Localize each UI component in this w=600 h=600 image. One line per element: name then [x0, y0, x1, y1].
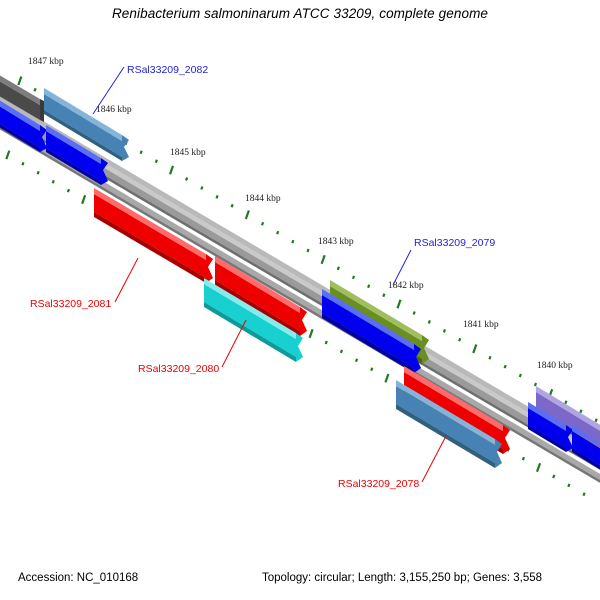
- gene-label-leader-line: [392, 249, 412, 286]
- gene-label-leader-line: [114, 257, 139, 303]
- genome-stats-text: Topology: circular; Length: 3,155,250 bp…: [262, 572, 543, 584]
- gene-label-2080[interactable]: RSal33209_2080: [138, 363, 219, 375]
- gene-feature-2080[interactable]: [204, 278, 303, 362]
- gene-feature-2076[interactable]: [528, 402, 573, 452]
- gene-label-2078[interactable]: RSal33209_2078: [338, 478, 419, 490]
- kbp-tick-label: 1841 kbp: [463, 320, 499, 330]
- gene-label-leader-line: [421, 435, 447, 483]
- kbp-tick-labels: 1847 kbp 1846 kbp 1845 kbp 1844 kbp 1843 kbp…: [28, 57, 573, 371]
- kbp-tick-label: 1843 kbp: [318, 237, 354, 247]
- gene-feature-2082[interactable]: [44, 88, 129, 161]
- axis-band-highlight: [0, 101, 600, 460]
- gene-label-leader-line: [92, 66, 125, 115]
- gene-label-2079[interactable]: RSal33209_2079: [414, 237, 495, 249]
- axis-band-body: [0, 106, 600, 467]
- gene-feature-2086[interactable]: [0, 72, 44, 122]
- gene-feature-2075[interactable]: [572, 425, 600, 477]
- axis-band-shadow: [0, 113, 600, 470]
- gene-feature-2085[interactable]: [0, 97, 47, 152]
- page-title: Renibacterium salmoninarum ATCC 33209, c…: [111, 6, 489, 21]
- axis-rail-lower: [0, 120, 600, 480]
- gene-label-2081[interactable]: RSal33209_2081: [30, 298, 111, 310]
- kbp-tick-label: 1846 kbp: [96, 105, 132, 115]
- gene-label-leader-line: [221, 319, 247, 368]
- gene-feature-2084[interactable]: [46, 125, 108, 185]
- gene-feature-2080b[interactable]: [215, 256, 307, 336]
- gene-feature-2079b[interactable]: [322, 289, 421, 373]
- kbp-tick-label: 1842 kbp: [388, 281, 424, 291]
- kbp-tick-label: 1844 kbp: [245, 194, 281, 204]
- kbp-tick-label: 1845 kbp: [170, 148, 206, 158]
- genome-axis-track[interactable]: [0, 92, 600, 490]
- gene-label-2082[interactable]: RSal33209_2082: [127, 64, 208, 76]
- gene-annotations: RSal33209_2082 RSal33209_2081 RSal33209_20…: [30, 64, 495, 490]
- accession-text: Accession: NC_010168: [18, 572, 139, 584]
- kbp-tick-label: 1847 kbp: [28, 57, 64, 67]
- kbp-tick-label: 1840 kbp: [537, 361, 573, 371]
- gene-feature-2081[interactable]: [94, 188, 213, 283]
- axis-rail-upper: [0, 95, 600, 455]
